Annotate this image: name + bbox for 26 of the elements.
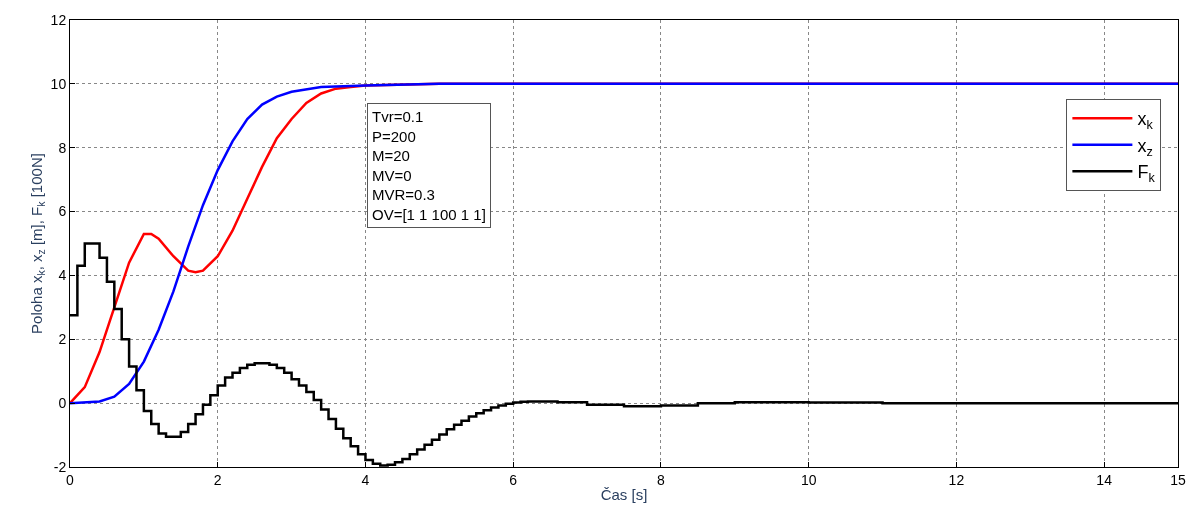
y-tick-label: 8: [58, 139, 67, 156]
y-tick-label: 2: [58, 331, 67, 348]
legend-label: x$_{z}$: [1137, 135, 1153, 159]
legend-label: x$_{k}$: [1137, 109, 1154, 133]
y-tick-label: 12: [50, 11, 67, 28]
annotation: OV=[1 1 100 1 1]: [372, 205, 486, 223]
legend-label: F$_{k}$: [1137, 162, 1156, 185]
annotation: MV=0: [372, 166, 412, 184]
y-tick-label: -2: [53, 458, 67, 475]
y-tick-label: 4: [58, 267, 67, 284]
x-tick-label: 12: [948, 471, 965, 488]
x-tick-label: 4: [361, 471, 370, 488]
annotation: M=20: [372, 147, 410, 164]
y-tick-label: 0: [58, 395, 67, 412]
x-tick-label: 10: [800, 471, 817, 488]
annotation: MVR=0.3: [372, 186, 435, 203]
x-tick-label: 15: [1170, 471, 1186, 488]
y-tick-label: 6: [58, 203, 67, 220]
x-tick-label: 8: [657, 471, 666, 488]
x-tick-label: 2: [213, 471, 222, 488]
x-tick-label: 6: [509, 471, 518, 488]
x-tick-label: 14: [1096, 471, 1113, 488]
x-axis-title: Čas [s]: [600, 485, 648, 503]
y-tick-label: 10: [50, 75, 67, 92]
annotation: P=200: [372, 127, 416, 145]
annotation: Tvr=0.1: [372, 108, 424, 125]
